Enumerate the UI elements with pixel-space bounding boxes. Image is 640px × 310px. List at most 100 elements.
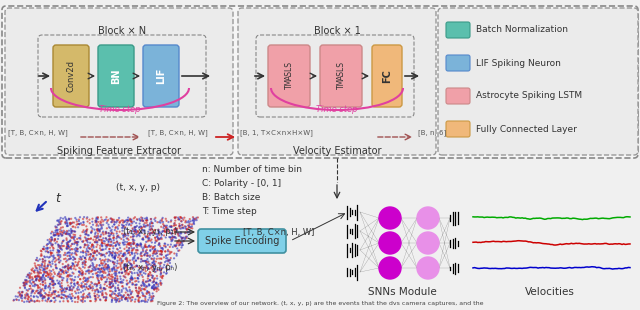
Point <box>140 244 150 249</box>
Point <box>65 233 75 238</box>
Point <box>67 270 77 275</box>
Point <box>128 241 138 246</box>
Point <box>84 264 95 269</box>
Point <box>97 269 108 274</box>
Point <box>26 291 36 296</box>
Point <box>49 299 60 304</box>
Point <box>109 222 120 227</box>
Point <box>38 273 48 278</box>
Point <box>117 260 127 265</box>
Point <box>49 274 59 279</box>
Point <box>138 237 148 242</box>
Point <box>100 298 111 303</box>
Point <box>59 253 69 258</box>
Point <box>38 257 48 262</box>
Point <box>154 261 164 266</box>
Point <box>126 223 136 228</box>
Point <box>92 235 102 240</box>
Point <box>53 245 63 250</box>
Point <box>54 243 64 248</box>
Point <box>141 218 151 223</box>
Point <box>106 294 116 299</box>
Point <box>56 295 67 300</box>
Point <box>61 220 71 225</box>
Point <box>81 248 92 253</box>
Point <box>172 251 182 256</box>
Point <box>47 277 58 281</box>
Point <box>82 294 92 299</box>
Point <box>144 282 154 287</box>
Point <box>105 250 115 255</box>
Point <box>23 288 33 293</box>
Point <box>128 227 138 232</box>
Point <box>94 237 104 242</box>
Point <box>78 254 88 259</box>
Point <box>56 268 67 272</box>
Text: Velocity Estimator: Velocity Estimator <box>292 146 381 156</box>
Point <box>50 259 60 264</box>
Point <box>63 242 74 247</box>
Point <box>166 231 176 236</box>
Point <box>97 243 108 248</box>
Point <box>172 226 182 231</box>
Point <box>142 218 152 223</box>
Point <box>58 225 68 230</box>
FancyBboxPatch shape <box>198 229 286 253</box>
Point <box>163 226 173 231</box>
Point <box>25 283 35 288</box>
Point <box>166 218 176 223</box>
Point <box>38 296 48 301</box>
Point <box>21 281 31 286</box>
Point <box>54 249 64 254</box>
Point <box>154 237 164 242</box>
Point <box>140 253 150 258</box>
Point <box>42 245 52 250</box>
Point <box>104 246 115 251</box>
Point <box>154 220 164 225</box>
Point <box>93 295 103 300</box>
Point <box>127 264 137 269</box>
Point <box>112 225 122 230</box>
Point <box>33 258 43 263</box>
Point <box>77 281 87 286</box>
Point <box>83 277 93 281</box>
Point <box>104 279 115 284</box>
Point <box>15 285 25 290</box>
Point <box>145 231 155 236</box>
Point <box>109 264 119 269</box>
Point <box>63 266 73 271</box>
Point <box>166 239 177 244</box>
Point <box>41 246 51 251</box>
Point <box>106 231 116 236</box>
Point <box>159 241 170 246</box>
Point <box>58 265 68 270</box>
Point <box>117 254 127 259</box>
Point <box>41 273 51 278</box>
Point <box>106 228 116 233</box>
Point <box>43 275 53 280</box>
Point <box>138 228 148 232</box>
Point <box>90 250 100 255</box>
Point <box>99 282 109 287</box>
Point <box>78 216 88 221</box>
Point <box>47 261 58 266</box>
Point <box>125 269 135 274</box>
Point <box>115 280 125 285</box>
Point <box>69 281 79 286</box>
Point <box>63 244 74 249</box>
Point <box>140 259 150 263</box>
Text: TM: TM <box>285 78 294 89</box>
Point <box>93 266 103 271</box>
Point <box>177 243 187 248</box>
Point <box>83 268 93 273</box>
Point <box>38 247 49 252</box>
Point <box>135 269 145 274</box>
Point <box>58 292 68 297</box>
Point <box>97 217 107 222</box>
Point <box>126 241 136 246</box>
Point <box>102 242 112 247</box>
Point <box>99 258 109 263</box>
Point <box>133 268 143 273</box>
Point <box>115 280 125 285</box>
Point <box>67 284 77 289</box>
